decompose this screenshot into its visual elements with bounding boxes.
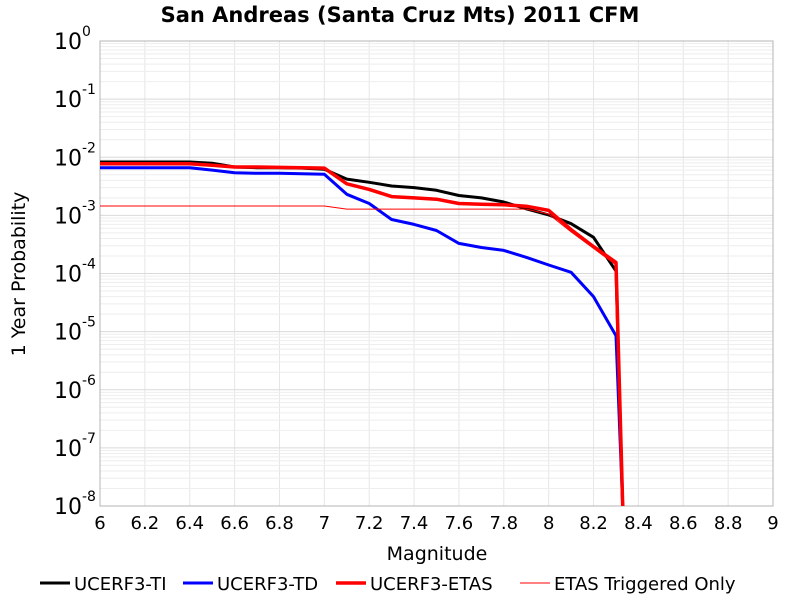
grid — [99, 41, 774, 507]
x-tick-label: 9 — [767, 513, 778, 534]
legend-label: ETAS Triggered Only — [554, 574, 736, 595]
x-tick-label: 7.2 — [355, 513, 384, 534]
series-line-ucerf3-etas — [100, 162, 625, 506]
x-tick-label: 6.2 — [131, 513, 160, 534]
plot-frame — [99, 40, 774, 507]
y-tick-label: 10-3 — [54, 198, 96, 229]
x-tick-label: 6.8 — [265, 513, 294, 534]
series-line-etas-triggered-only — [100, 205, 624, 506]
x-tick-label: 8.4 — [624, 513, 653, 534]
x-axis-label: Magnitude — [387, 543, 488, 565]
x-tick-label: 7.8 — [489, 513, 518, 534]
series-line-ucerf3-td — [100, 166, 625, 506]
x-tick-labels: 6 6.2 6.4 6.6 6.8 7 7.2 7.4 7.6 7.8 8 8.2 8.4 8.6 8.8 9 — [94, 513, 778, 534]
legend-label: UCERF3-TD — [217, 574, 318, 595]
x-tick-label: 8.2 — [579, 513, 608, 534]
chart-title: San Andreas (Santa Cruz Mts) 2011 CFM — [161, 3, 640, 27]
x-tick-label: 7.6 — [445, 513, 474, 534]
y-tick-label: 10-1 — [54, 82, 96, 113]
x-tick-label: 8 — [543, 513, 554, 534]
x-tick-label: 7 — [319, 513, 330, 534]
legend-label: UCERF3-TI — [74, 574, 167, 595]
y-tick-label: 10-2 — [54, 140, 96, 171]
x-tick-label: 6.4 — [175, 513, 204, 534]
legend-label: UCERF3-ETAS — [370, 574, 493, 595]
y-axis-label: 1 Year Probability — [8, 192, 30, 357]
y-tick-label: 100 — [54, 24, 91, 55]
x-tick-label: 7.4 — [400, 513, 429, 534]
y-tick-label: 10-6 — [54, 373, 96, 404]
y-tick-label: 10-4 — [54, 257, 96, 288]
x-tick-label: 6 — [94, 513, 105, 534]
x-tick-label: 8.6 — [669, 513, 698, 534]
x-tick-label: 6.6 — [220, 513, 249, 534]
series-line-ucerf3-ti — [100, 160, 625, 506]
legend: UCERF3-TI UCERF3-TD UCERF3-ETAS ETAS Trigge… — [40, 574, 736, 595]
series-layer — [100, 160, 625, 506]
x-tick-label: 8.8 — [714, 513, 743, 534]
y-tick-label: 10-5 — [54, 315, 96, 346]
y-tick-labels: 100 10-1 10-2 10-3 10-4 10-5 10-6 10-7 10-8 — [54, 24, 96, 520]
y-tick-label: 10-8 — [54, 489, 96, 520]
y-tick-label: 10-7 — [54, 431, 96, 462]
